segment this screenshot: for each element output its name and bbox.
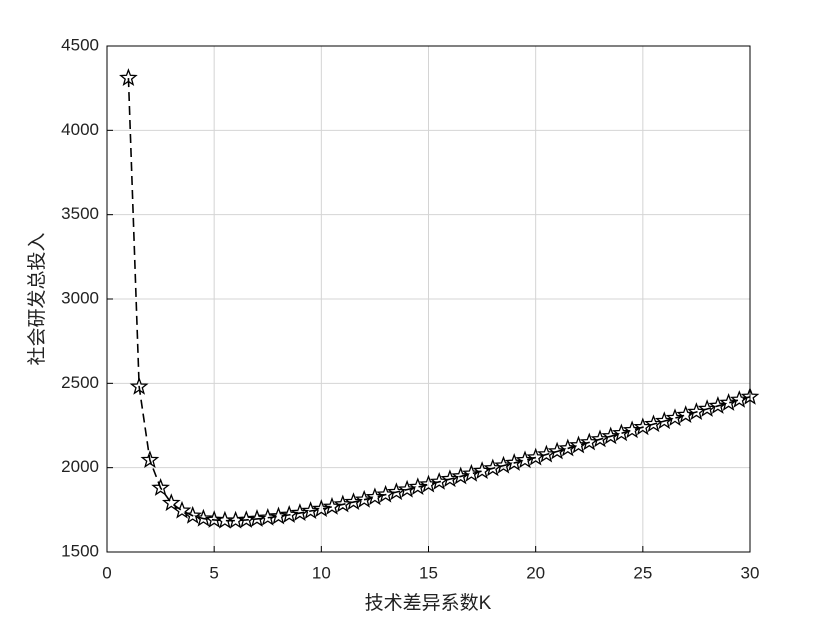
x-tick-label: 30 (741, 563, 760, 582)
y-tick-label: 2000 (61, 457, 99, 476)
y-tick-label: 1500 (61, 541, 99, 560)
x-tick-label: 0 (102, 563, 111, 582)
data-point (622, 420, 642, 439)
data-point (204, 510, 224, 528)
x-tick-label: 20 (526, 563, 545, 582)
data-point (579, 432, 599, 451)
y-tick-label: 4000 (61, 120, 99, 139)
data-point (569, 435, 588, 454)
x-axis-label: 技术差异系数K (365, 592, 492, 614)
y-tick-label: 4500 (61, 35, 99, 54)
data-point (644, 414, 663, 433)
data-point (183, 505, 203, 524)
data-point (547, 441, 567, 460)
data-point (601, 426, 621, 445)
data-point (590, 429, 610, 448)
data-point (269, 506, 288, 525)
data-point (654, 411, 674, 430)
data-point (129, 376, 149, 395)
plot-frame (106, 45, 751, 553)
y-tick-label: 2500 (61, 373, 99, 392)
data-point (226, 510, 245, 529)
data-point (119, 68, 138, 86)
y-tick-label: 3500 (61, 204, 99, 223)
data-point (687, 402, 706, 420)
x-tick-label: 5 (209, 563, 218, 582)
data-point (537, 444, 556, 463)
data-point (676, 405, 696, 423)
data-point (558, 438, 578, 457)
data-point (697, 399, 717, 417)
data-point (719, 393, 738, 411)
data-point (193, 508, 213, 527)
y-tick-label: 3000 (61, 288, 99, 307)
data-point (708, 396, 728, 414)
data-point (151, 478, 170, 496)
data-point (140, 450, 160, 468)
data-point (633, 417, 653, 436)
data-point (236, 510, 256, 528)
data-point (172, 500, 192, 519)
data-point (161, 493, 181, 512)
x-tick-label: 10 (312, 563, 331, 582)
data-point (665, 408, 685, 427)
data-point (247, 509, 267, 527)
data-point (526, 447, 546, 466)
x-tick-label: 15 (419, 563, 438, 582)
y-axis-label: 社会研发总投入 (26, 232, 48, 365)
x-tick-label: 25 (633, 563, 652, 582)
data-point (740, 386, 760, 405)
